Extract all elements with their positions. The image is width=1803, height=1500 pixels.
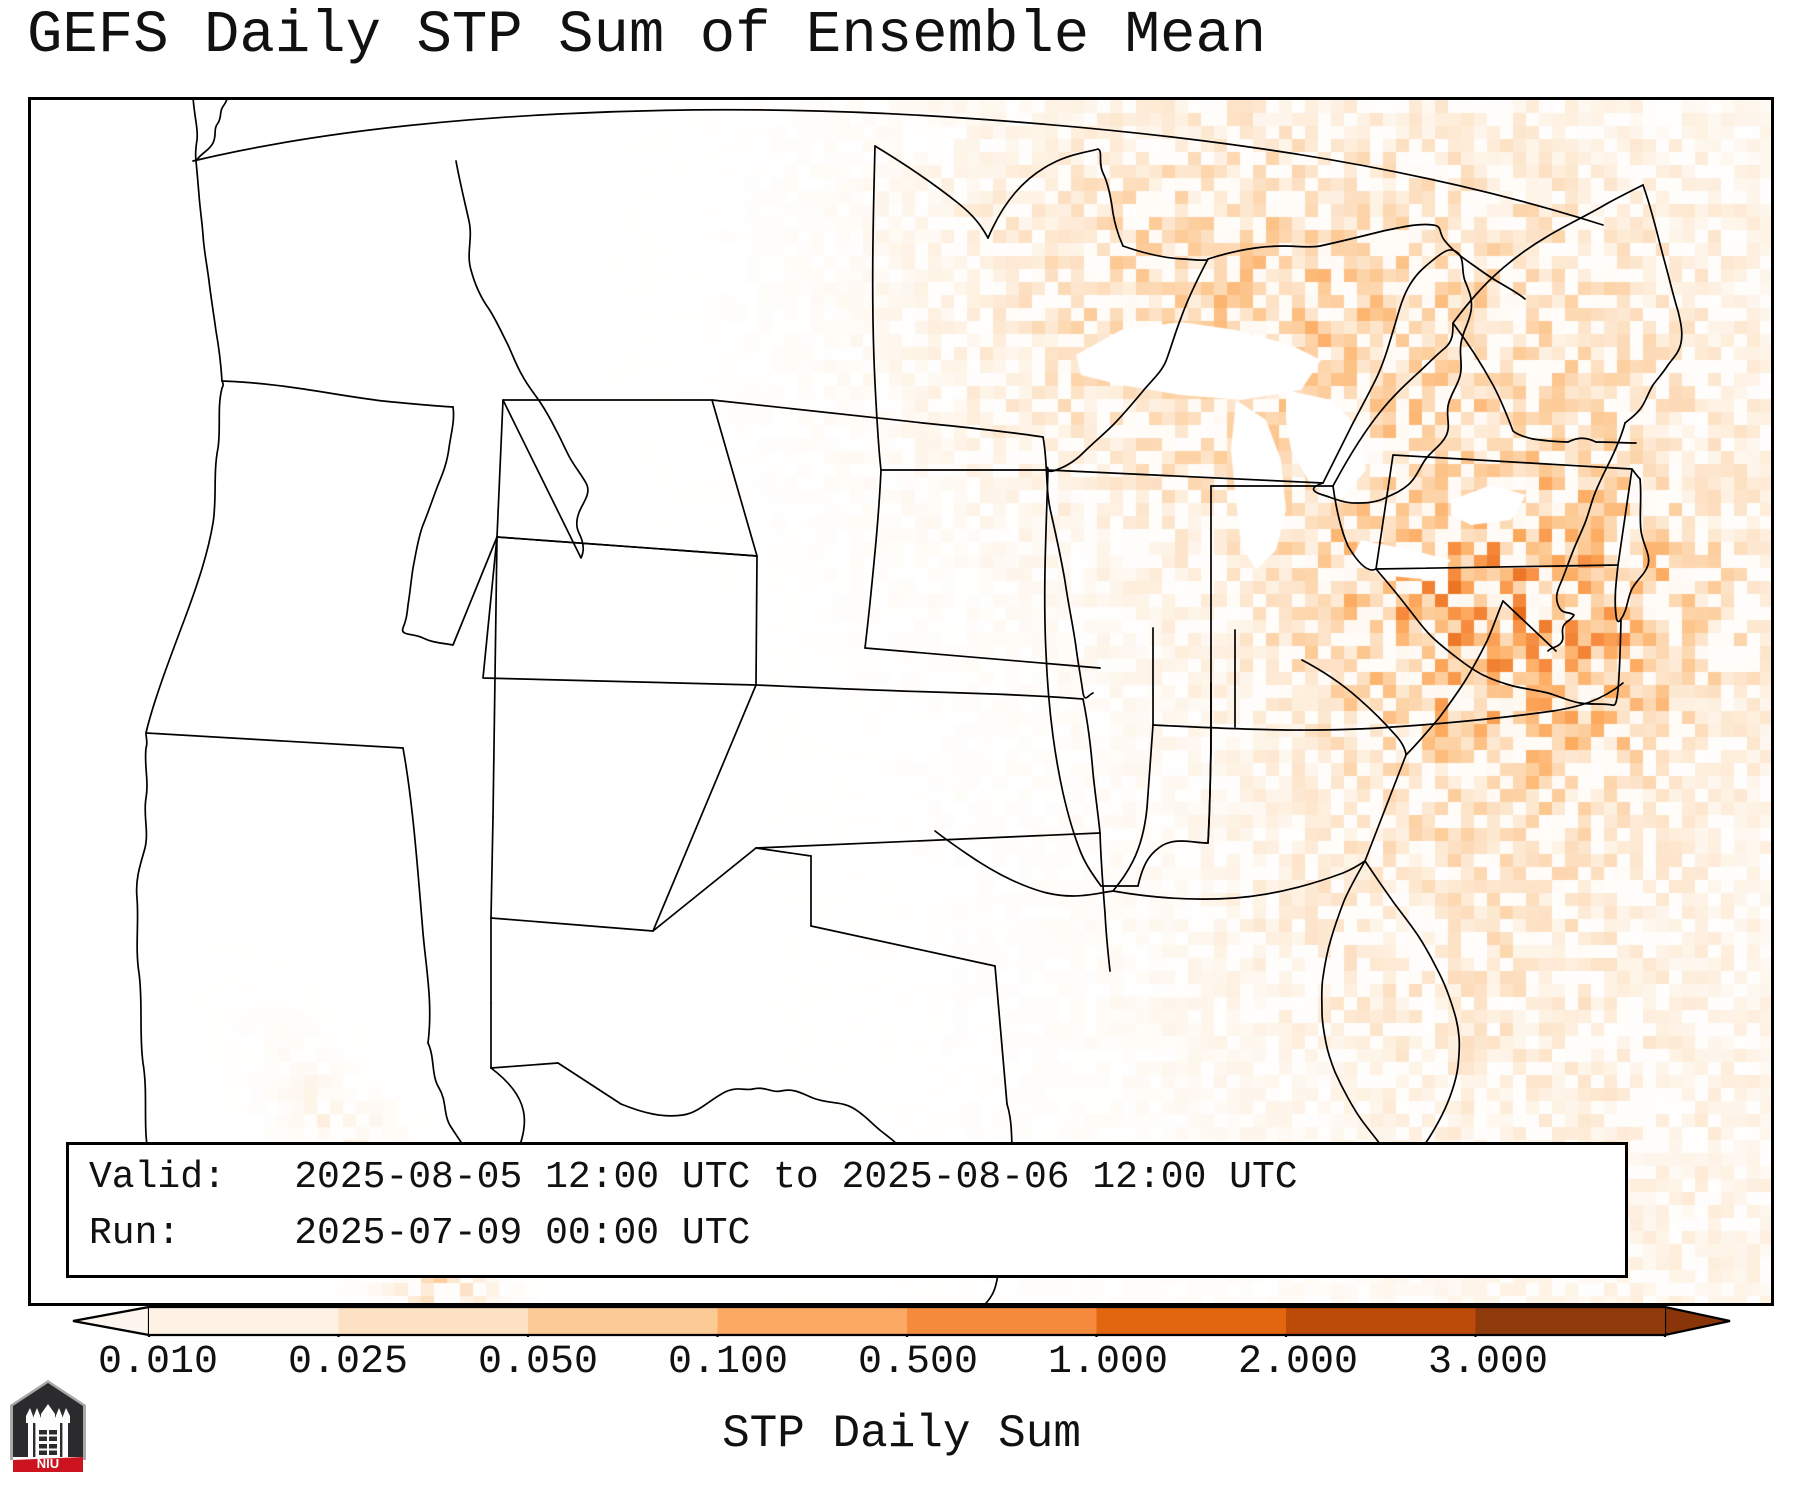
svg-text:NIU: NIU bbox=[37, 1456, 59, 1471]
